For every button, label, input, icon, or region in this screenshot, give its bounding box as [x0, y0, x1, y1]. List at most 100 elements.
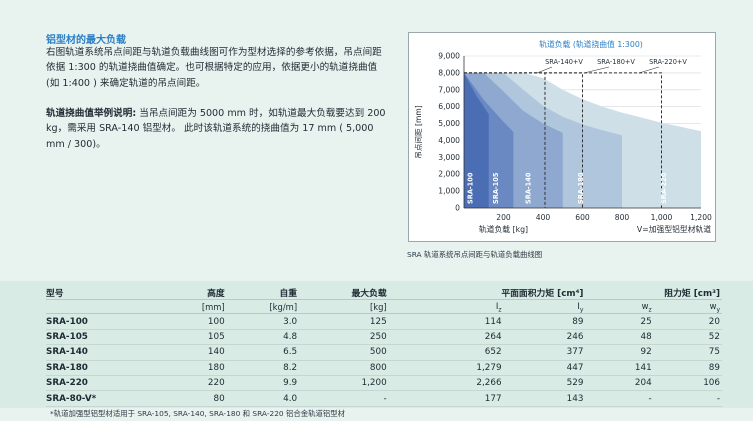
cell-max-load: 1,200 — [299, 375, 389, 392]
cell-weight: 9.9 — [226, 375, 300, 392]
y-tick-label: 8,000 — [438, 68, 460, 77]
cell-max-load: 125 — [299, 313, 389, 330]
cell-iy: 447 — [503, 360, 586, 376]
cell-wz: 204 — [585, 375, 654, 392]
cell-wz: - — [585, 390, 654, 407]
x-tick-label: 600 — [575, 213, 590, 222]
reinforced-label: SRA-220+V — [649, 58, 687, 66]
unit-wy: wy — [653, 299, 722, 315]
cell-wy: 106 — [653, 375, 722, 392]
unit-wz: wz — [585, 299, 654, 315]
cell-model: SRA-80-V* — [46, 390, 166, 407]
cell-max-load: - — [299, 390, 389, 407]
header-weight: 自重 — [226, 285, 300, 301]
x-tick-label: 1,000 — [651, 213, 673, 222]
reinforced-label: SRA-180+V — [597, 58, 635, 66]
unit-iz: Iz — [388, 299, 504, 315]
unit-wy-sub: y — [716, 306, 720, 314]
unit-weight: [kg/m] — [226, 299, 300, 315]
header-moment: 平面面积力矩 [cm⁴] — [388, 285, 586, 301]
y-tick-label: 4,000 — [438, 136, 460, 145]
cell-iy: 529 — [503, 375, 586, 392]
cell-height: 180 — [165, 360, 227, 376]
cell-iy: 143 — [503, 390, 586, 407]
load-chart: SRA-140+V SRA-180+V SRA-220+V 0 1,000 2,000 3,… — [408, 32, 716, 242]
section-heading: 铝型材的最大负载 — [46, 35, 126, 46]
unit-wz-sub: z — [648, 306, 652, 314]
cell-model: SRA-100 — [46, 313, 166, 330]
series-label: SRA-180 — [577, 172, 585, 204]
label-leader — [536, 66, 553, 74]
y-tick-label: 1,000 — [438, 187, 460, 196]
cell-iy: 377 — [503, 344, 586, 361]
cell-iz: 2,266 — [388, 375, 504, 392]
x-tick-label: 400 — [536, 213, 551, 222]
reinforced-line-sra-220+v — [464, 72, 662, 208]
cell-weight: 4.8 — [226, 329, 300, 346]
series-label: SRA-140 — [525, 172, 533, 204]
chart-caption: SRA 轨道系统吊点间距与轨道负载曲线图 — [407, 250, 543, 259]
cell-max-load: 250 — [299, 329, 389, 346]
units-blank — [46, 299, 166, 315]
header-height: 高度 — [165, 285, 227, 301]
load-chart-svg: SRA-140+V SRA-180+V SRA-220+V 0 1,000 2,000 3,… — [414, 39, 712, 234]
cell-height: 220 — [165, 375, 227, 392]
cell-height: 105 — [165, 329, 227, 346]
example-text: 当吊点间距为 5000 mm 时，如轨道最大负载要达到 200 kg，需采用 S… — [46, 108, 386, 150]
unit-iy-sub: y — [579, 306, 584, 314]
cell-wz: 48 — [585, 329, 654, 346]
cell-wy: - — [653, 390, 722, 407]
table-row: SRA-140 140 6.5 500 652 377 92 75 — [46, 344, 722, 361]
table-row: SRA-80-V* 80 4.0-177 143- - — [46, 390, 722, 407]
y-tick-label: 0 — [455, 204, 460, 213]
cell-wy: 89 — [653, 360, 722, 376]
cell-iz: 1,279 — [388, 360, 504, 376]
example-lead: 轨道挠曲值举例说明: — [46, 108, 137, 119]
cell-iz: 652 — [388, 344, 504, 361]
table-row: SRA-100 100 3.0 125 114 89 25 20 — [46, 313, 722, 330]
chart-title: 轨道负载 (轨道挠曲值 1:300) — [539, 39, 643, 49]
x-tick-label: 800 — [615, 213, 630, 222]
cell-height: 140 — [165, 344, 227, 361]
cell-model: SRA-220 — [46, 375, 166, 392]
y-tick-label: 9,000 — [438, 52, 460, 61]
table-body: SRA-100 100 3.0 125 114 89 25 20 SRA-105 105 4.8 25… — [46, 313, 722, 407]
cell-max-load: 500 — [299, 344, 389, 361]
cell-max-load: 800 — [299, 360, 389, 376]
cell-wz: 92 — [585, 344, 654, 361]
area-sra-100 — [464, 72, 489, 208]
unit-height: [mm] — [165, 299, 227, 315]
example-paragraph: 轨道挠曲值举例说明: 当吊点间距为 5000 mm 时，如轨道最大负载要达到 2… — [46, 106, 391, 152]
y-tick-label: 7,000 — [438, 85, 460, 94]
table-row: SRA-220 220 9.9 1,200 2,266 529 204 106 — [46, 375, 722, 392]
reinforced-label: SRA-140+V — [545, 58, 583, 66]
cell-model: SRA-105 — [46, 329, 166, 346]
cell-wz: 141 — [585, 360, 654, 376]
header-resist: 阻力矩 [cm³] — [585, 285, 722, 301]
cell-wy: 20 — [653, 313, 722, 330]
spec-table: 型号 高度 自重 最大负载 平面面积力矩 [cm⁴] 阻力矩 [cm³] [mm… — [46, 285, 722, 407]
y-tick-label: 5,000 — [438, 119, 460, 128]
intro-paragraph: 右图轨道系统吊点间距与轨道负载曲线图可作为型材选择的参考依据，吊点间距依据 1:… — [46, 47, 382, 89]
cell-wy: 75 — [653, 344, 722, 361]
cell-weight: 4.0 — [226, 390, 300, 407]
y-axis-label: 吊点间距 [mm] — [414, 105, 423, 159]
cell-iz: 114 — [388, 313, 504, 330]
unit-iy: Iy — [503, 299, 586, 315]
header-max-load: 最大负载 — [299, 285, 389, 301]
unit-max-load: [kg] — [299, 299, 389, 315]
cell-weight: 3.0 — [226, 313, 300, 330]
unit-iz-sub: z — [498, 306, 502, 314]
series-label: SRA-105 — [492, 172, 500, 204]
table-footnote: *轨道加强型铝型材适用于 SRA-105, SRA-140, SRA-180 和… — [50, 409, 346, 418]
series-label: SRA-220 — [660, 172, 668, 204]
cell-model: SRA-140 — [46, 344, 166, 361]
cell-wz: 25 — [585, 313, 654, 330]
label-leader — [638, 66, 660, 74]
cell-iz: 264 — [388, 329, 504, 346]
series-label: SRA-100 — [466, 172, 474, 204]
cell-weight: 6.5 — [226, 344, 300, 361]
cell-model: SRA-180 — [46, 360, 166, 376]
x-extra-label: V=加强型铝型材轨道 — [637, 224, 711, 234]
y-tick-label: 3,000 — [438, 153, 460, 162]
